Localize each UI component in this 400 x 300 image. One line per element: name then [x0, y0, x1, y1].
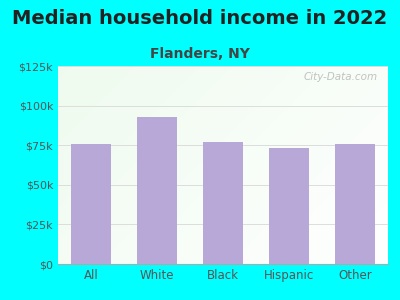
Bar [71, 144, 111, 264]
Text: City-Data.com: City-Data.com [304, 72, 378, 82]
Text: Median household income in 2022: Median household income in 2022 [12, 9, 388, 28]
Bar [137, 117, 177, 264]
Text: Flanders, NY: Flanders, NY [150, 46, 250, 61]
Bar [203, 142, 243, 264]
Bar [269, 148, 309, 264]
Bar [335, 144, 375, 264]
